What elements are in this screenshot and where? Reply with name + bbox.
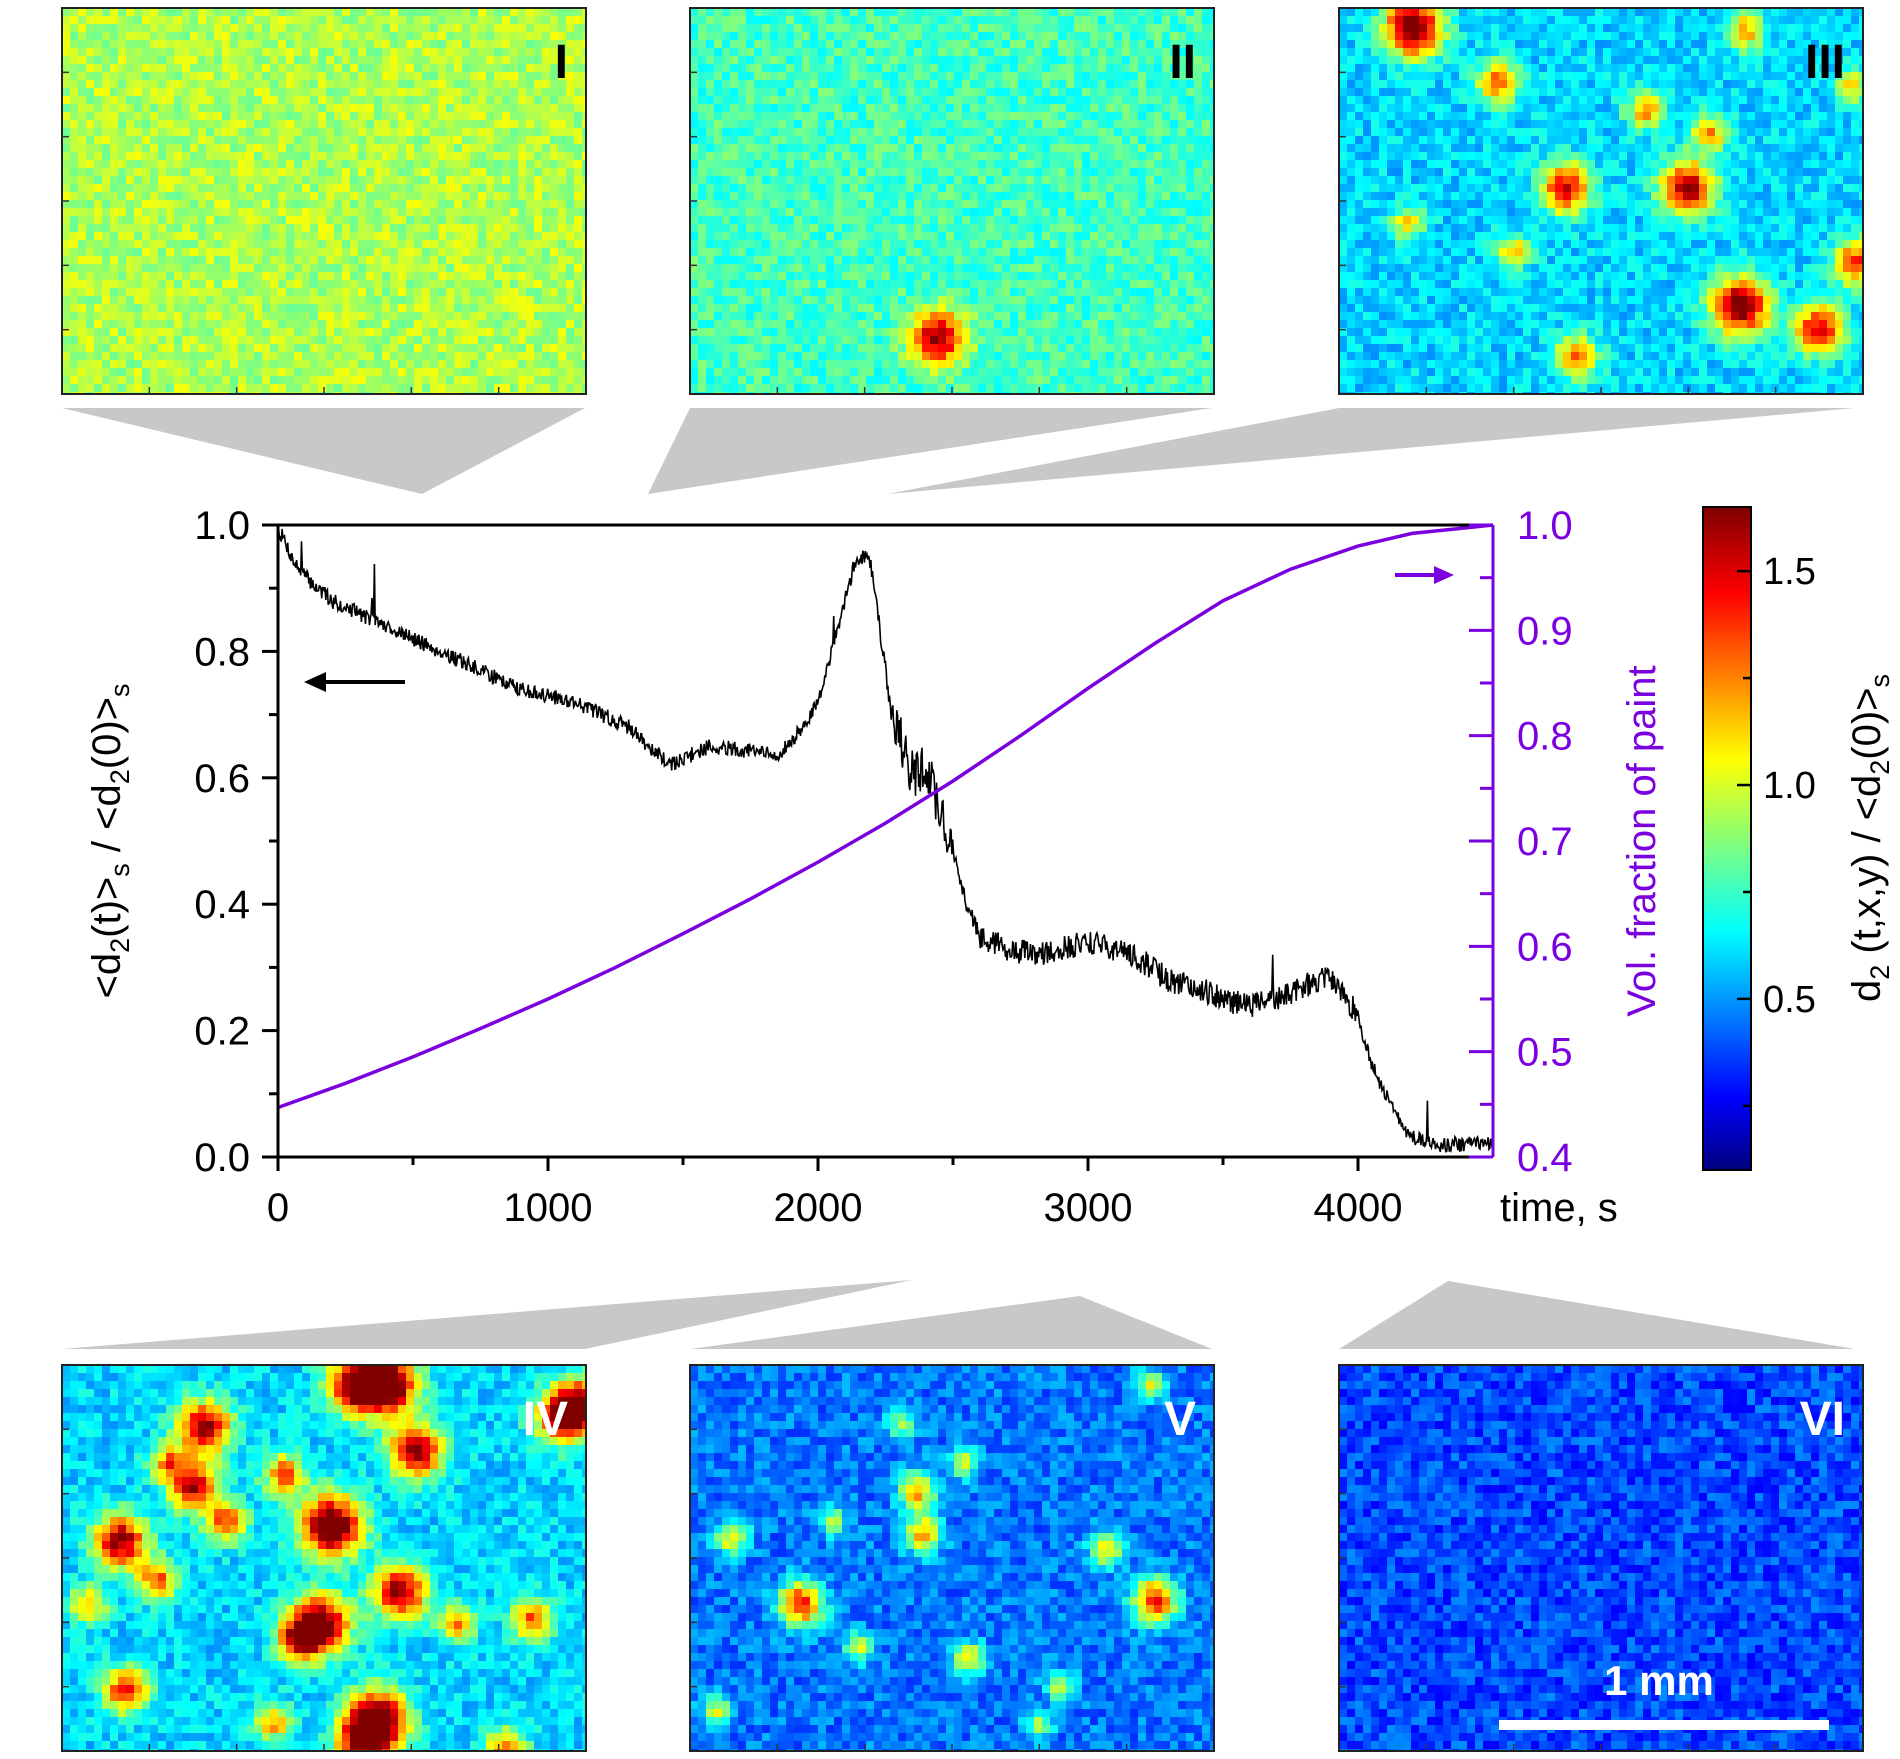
- y-right-tick-label: 1.0: [1517, 504, 1573, 548]
- left-axis-arrow: [304, 672, 405, 692]
- connector-panel-4: [62, 1280, 912, 1349]
- panel-label: III: [1805, 36, 1845, 89]
- image-panel: VI 1 mm: [1338, 1364, 1864, 1752]
- x-axis-label: time, s: [1500, 1186, 1618, 1230]
- x-tick-label: 0: [267, 1186, 289, 1230]
- connector-panel-3: [887, 408, 1855, 494]
- y-right-tick-label: 0.9: [1517, 609, 1573, 653]
- series-d2-ratio: [277, 528, 1494, 1154]
- connector-panel-1: [62, 408, 585, 494]
- image-panel: IV: [61, 1364, 587, 1752]
- connector-panel-6: [1339, 1281, 1855, 1349]
- colorbar-tick-label: 1.0: [1763, 765, 1816, 807]
- series-line-d2-ratio: [277, 528, 1494, 1154]
- y-axis-left-ticks: 0.0 0.2 0.4 0.6 0.8 1.0: [194, 504, 278, 1180]
- y-right-tick-label: 0.5: [1517, 1031, 1573, 1075]
- colorbar-tick-label: 0.5: [1763, 979, 1816, 1021]
- y-axis-left-label: <d2(t)>s / <d2(0)>s: [85, 684, 135, 999]
- panel-heatmap: [690, 1365, 1214, 1751]
- colorbar-label: d2 (t,x,y) / <d2(0)>s: [1845, 674, 1895, 1002]
- panel-label: VI: [1800, 1393, 1845, 1446]
- x-axis-ticks: 0 1000 2000 3000 4000: [267, 1157, 1403, 1230]
- right-axis-arrow: [1395, 566, 1454, 584]
- panel-label: II: [1169, 36, 1196, 89]
- connector-panel-5: [690, 1296, 1212, 1349]
- connector-panel-2: [648, 408, 1212, 494]
- image-panel: III: [1338, 7, 1864, 395]
- y-right-tick-label: 0.8: [1517, 715, 1573, 759]
- series-line-volume-fraction: [277, 523, 1494, 1110]
- colorbar-tick-label: 1.5: [1763, 551, 1816, 593]
- panel-heatmap: [690, 8, 1214, 394]
- connectors: [62, 408, 1855, 1349]
- y-left-tick-label: 0.8: [194, 630, 250, 674]
- y-left-tick-label: 0.2: [194, 1010, 250, 1054]
- x-tick-label: 4000: [1314, 1186, 1403, 1230]
- scale-bar-label: 1 mm: [1604, 1657, 1714, 1704]
- panel-label: I: [555, 36, 568, 89]
- panel-label: IV: [523, 1393, 568, 1446]
- y-axis-right-label: Vol. fraction of paint: [1620, 665, 1664, 1016]
- y-left-tick-label: 0.4: [194, 883, 250, 927]
- x-tick-label: 2000: [774, 1186, 863, 1230]
- y-left-tick-label: 0.0: [194, 1136, 250, 1180]
- y-axis-right-ticks: 0.4 0.5 0.6 0.7 0.8 0.9 1.0: [1469, 504, 1573, 1180]
- y-right-tick-label: 0.6: [1517, 925, 1573, 969]
- x-tick-label: 1000: [504, 1186, 593, 1230]
- image-panel: I: [61, 7, 587, 395]
- y-left-tick-label: 0.6: [194, 757, 250, 801]
- colorbar-gradient: [1702, 506, 1752, 1171]
- colorbar-ticks: 0.5 1.0 1.5: [1737, 551, 1816, 1108]
- panel-heatmap: [1339, 1365, 1863, 1751]
- y-right-tick-label: 0.7: [1517, 820, 1573, 864]
- image-panel: II: [689, 7, 1215, 395]
- panel-heatmap: [62, 1365, 586, 1751]
- panel-heatmap: [1339, 8, 1863, 394]
- panel-heatmap: [62, 8, 586, 394]
- panel-label: V: [1164, 1393, 1196, 1446]
- colorbar: 0.5 1.0 1.5 d2 (t,x,y) / <d2(0)>s: [1702, 506, 1895, 1171]
- scale-bar: [1499, 1720, 1829, 1730]
- y-right-tick-label: 0.4: [1517, 1136, 1573, 1180]
- y-left-tick-label: 1.0: [194, 504, 250, 548]
- image-panel: V: [689, 1364, 1215, 1752]
- series-volume-fraction: [277, 523, 1494, 1110]
- x-tick-label: 3000: [1044, 1186, 1133, 1230]
- main-chart: 0 1000 2000 3000 4000 0.0 0.2 0.4 0.6 0.8 1.0 0.4…: [85, 504, 1664, 1230]
